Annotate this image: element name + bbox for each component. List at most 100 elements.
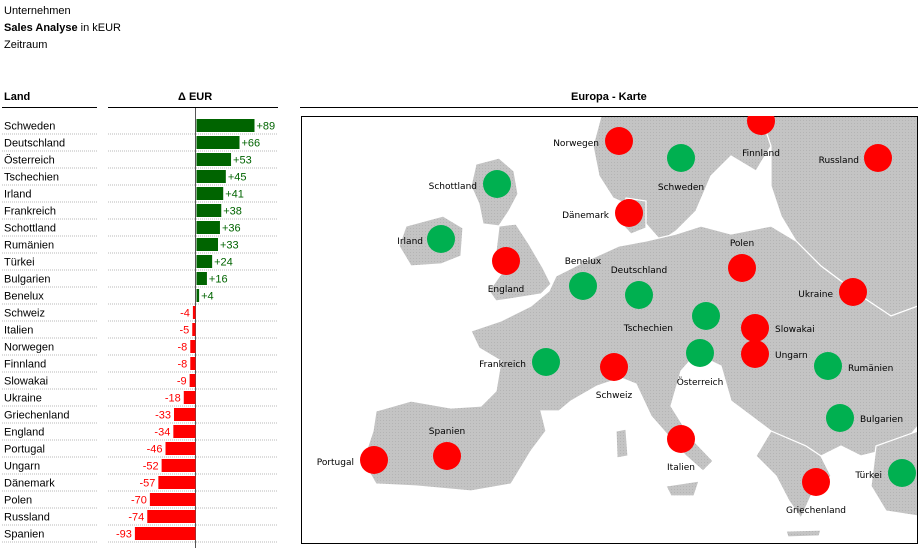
map-marker: Schottland — [429, 170, 511, 198]
bar — [190, 357, 196, 370]
map-marker: Portugal — [317, 446, 388, 474]
bar — [192, 306, 196, 319]
map-marker: Italien — [667, 425, 695, 473]
marker-dot — [747, 116, 775, 135]
value-label: -70 — [131, 495, 147, 507]
map-marker: Frankreich — [479, 348, 560, 376]
marker-label: Rumänien — [848, 364, 893, 374]
category-label: Türkei — [4, 257, 35, 269]
marker-label: Türkei — [854, 471, 882, 481]
category-label: Frankreich — [4, 206, 56, 218]
map-marker: Türkei — [854, 459, 916, 487]
map-marker: Finnland — [742, 116, 780, 159]
bar — [196, 187, 224, 200]
map-marker: England — [488, 247, 525, 295]
bar — [192, 323, 196, 336]
category-label: Portugal — [4, 444, 45, 456]
column-header-map: Europa - Karte — [571, 91, 647, 103]
value-label: -33 — [155, 410, 171, 422]
marker-dot — [600, 353, 628, 381]
value-label: +16 — [209, 274, 228, 286]
header-rule-land — [2, 107, 97, 108]
value-label: -18 — [165, 393, 181, 405]
map-marker: Österreich — [677, 339, 724, 388]
value-label: +89 — [257, 121, 276, 133]
marker-label: Polen — [730, 239, 754, 249]
value-label: +53 — [233, 155, 252, 167]
bar-row: Norwegen -8 — [2, 340, 278, 356]
marker-dot — [741, 314, 769, 342]
category-label: Rumänien — [4, 240, 54, 252]
bar-row: Schweden +89 — [2, 119, 278, 135]
land-continent — [362, 225, 918, 492]
marker-dot — [802, 468, 830, 496]
marker-dot — [625, 281, 653, 309]
value-label: -46 — [147, 444, 163, 456]
bar — [173, 408, 196, 421]
marker-dot — [888, 459, 916, 487]
marker-dot — [492, 247, 520, 275]
bar-row: Rumänien +33 — [2, 238, 278, 254]
marker-label: Norwegen — [553, 139, 599, 149]
marker-dot — [686, 339, 714, 367]
category-label: Russland — [4, 512, 50, 524]
bar-row: Deutschland +66 — [2, 136, 278, 152]
value-label: -34 — [154, 427, 170, 439]
marker-label: Bulgarien — [860, 415, 903, 425]
bar-row: Italien -5 — [2, 323, 278, 339]
bar — [149, 493, 196, 506]
column-header-land: Land — [4, 91, 31, 103]
category-label: Tschechien — [4, 172, 59, 184]
bar-row: Ukraine -18 — [2, 391, 278, 407]
value-label: -52 — [143, 461, 159, 473]
marker-label: Tschechien — [623, 324, 673, 334]
europe-map: Norwegen Finnland Schweden Russland Schottla… — [301, 116, 918, 544]
bar — [190, 340, 196, 353]
category-label: Irland — [4, 189, 32, 201]
value-label: -8 — [178, 359, 188, 371]
category-label: Norwegen — [4, 342, 54, 354]
value-label: -74 — [128, 512, 144, 524]
marker-label: Ukraine — [798, 290, 833, 300]
bar — [196, 255, 213, 268]
bar-row: Bulgarien +16 — [2, 272, 278, 288]
marker-label: Österreich — [677, 377, 724, 388]
bar — [147, 510, 196, 523]
value-label: +36 — [222, 223, 241, 235]
map-marker: Schweden — [658, 144, 704, 193]
column-header-delta: Δ EUR — [178, 91, 213, 103]
value-label: -9 — [177, 376, 187, 388]
category-label: Bulgarien — [4, 274, 50, 286]
marker-dot — [667, 144, 695, 172]
map-marker: Ukraine — [798, 278, 867, 306]
bar — [196, 119, 255, 132]
bar — [196, 204, 222, 217]
land-sardinia — [615, 428, 629, 459]
bar — [196, 170, 226, 183]
marker-dot — [605, 127, 633, 155]
bar-row: Schweiz -4 — [2, 306, 278, 322]
bar — [173, 425, 196, 438]
marker-dot — [483, 170, 511, 198]
map-marker: Bulgarien — [826, 404, 903, 432]
bar — [134, 527, 196, 540]
category-label: Schottland — [4, 223, 56, 235]
map-marker: Spanien — [429, 427, 465, 470]
category-label: Polen — [4, 495, 32, 507]
bar — [196, 136, 240, 149]
map-marker: Norwegen — [553, 127, 633, 155]
bar-row: Spanien -93 — [2, 527, 278, 543]
bar-row: Tschechien +45 — [2, 170, 278, 186]
marker-dot — [692, 302, 720, 330]
map-marker: Benelux — [565, 257, 602, 300]
category-label: Italien — [4, 325, 33, 337]
header-rule-map — [300, 107, 918, 108]
map-marker: Dänemark — [562, 199, 643, 227]
marker-label: Finnland — [742, 149, 780, 159]
header-rule-delta — [108, 107, 278, 108]
marker-label: England — [488, 285, 525, 295]
map-marker: Russland — [819, 144, 892, 172]
marker-dot — [427, 225, 455, 253]
marker-dot — [360, 446, 388, 474]
marker-dot — [615, 199, 643, 227]
